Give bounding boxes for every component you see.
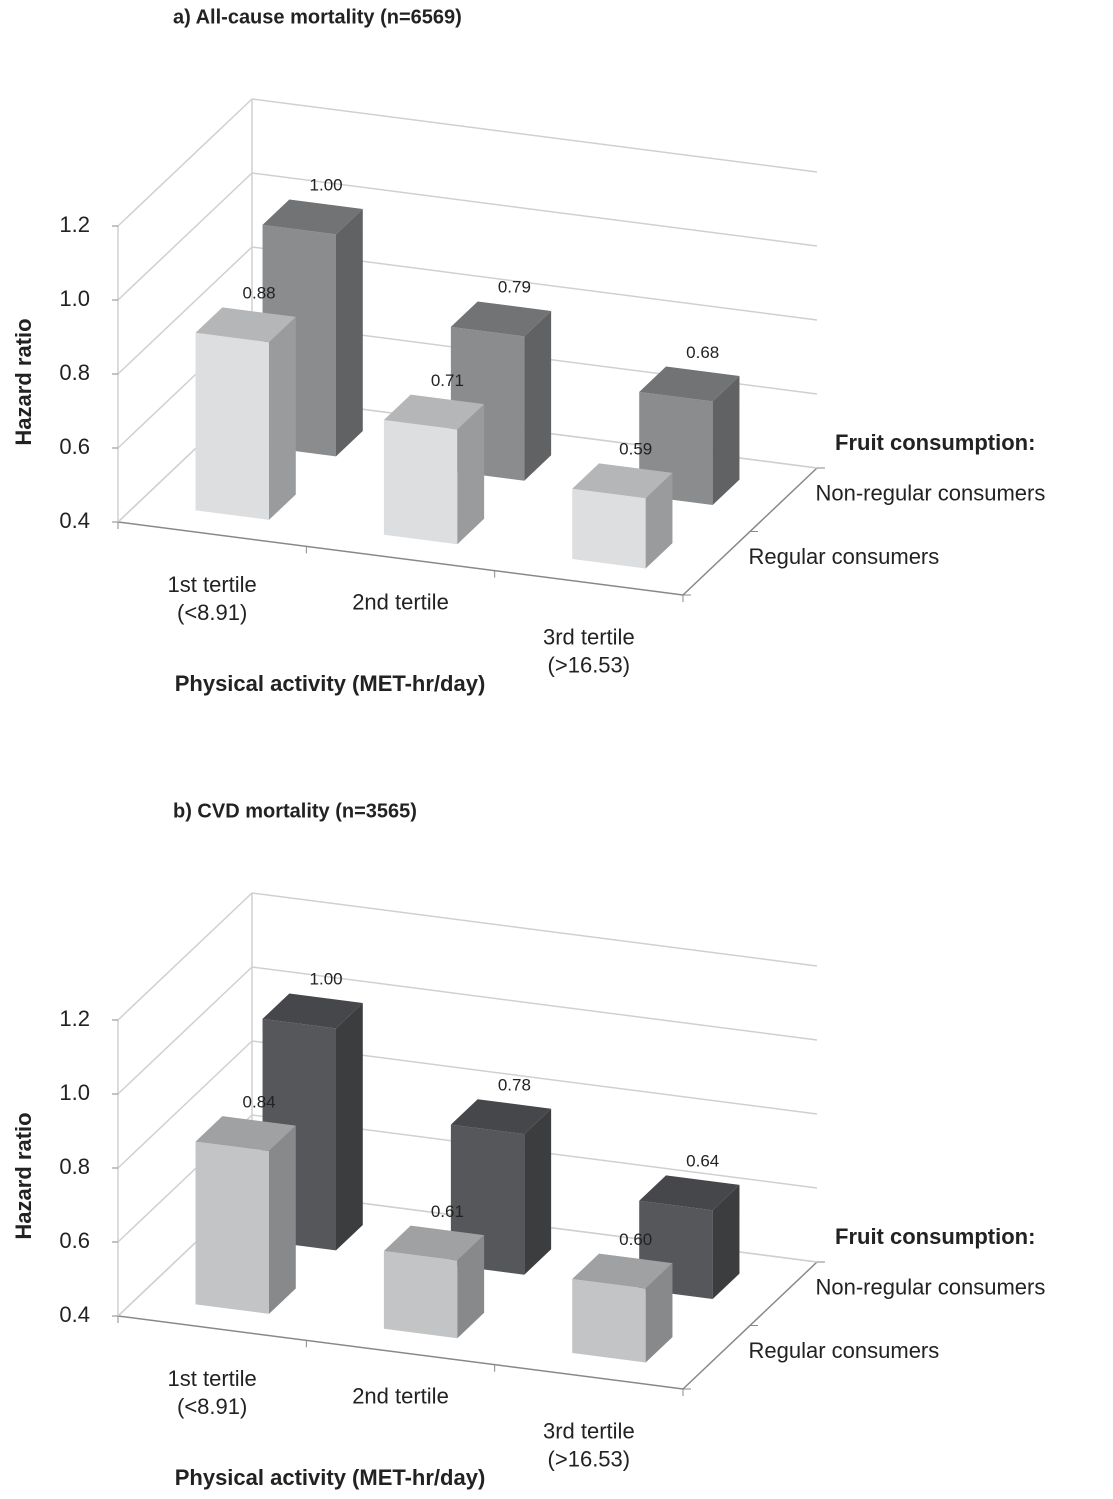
grid-line: [117, 98, 818, 227]
bar-front: [383, 420, 458, 545]
bar-top: [262, 993, 363, 1029]
bar-front: [195, 332, 269, 520]
bar-side: [268, 1125, 296, 1314]
y-axis-title: Hazard ratio: [11, 318, 36, 445]
legend-title: Fruit consumption:: [835, 1224, 1035, 1249]
bar-top: [383, 394, 485, 430]
value-label: 0.59: [619, 440, 652, 459]
value-label: 1.00: [310, 176, 343, 195]
bar-front: [195, 1141, 269, 1314]
x-tick-label: 1st tertile: [168, 1366, 257, 1391]
x-axis-title: Physical activity (MET-hr/day): [175, 1465, 486, 1490]
value-label: 1.00: [310, 970, 343, 989]
grid-line: [117, 892, 818, 1021]
x-tick-label: 2nd tertile: [352, 1383, 449, 1408]
bar-side: [524, 1108, 552, 1275]
grid-line: [117, 246, 818, 375]
bar-top: [383, 1225, 485, 1261]
x-tick-label: 1st tertile: [168, 572, 257, 597]
grid-line: [117, 1040, 818, 1169]
bar-side: [457, 404, 485, 545]
y-tick-label: 1.2: [59, 212, 90, 237]
x-tick-label: (<8.91): [177, 600, 247, 625]
bar-top: [450, 301, 552, 337]
chart-title: a) All-cause mortality (n=6569): [173, 6, 462, 28]
value-label: 0.84: [243, 1092, 276, 1111]
chart-panel: a) All-cause mortality (n=6569) 0.4 0.6 0.8…: [11, 6, 1046, 696]
y-tick-label: 1.2: [59, 1006, 90, 1031]
x-axis-title: Physical activity (MET-hr/day): [175, 671, 486, 696]
bar-top: [639, 1175, 740, 1211]
grid-line: [117, 1114, 818, 1243]
bar-side: [712, 1184, 740, 1300]
legend-label: Regular consumers: [749, 544, 940, 569]
bar-front: [572, 1279, 646, 1363]
value-label: 0.78: [498, 1075, 531, 1094]
value-label: 0.88: [243, 284, 276, 303]
value-label: 0.71: [431, 371, 464, 390]
axis-line: [117, 521, 684, 596]
value-label: 0.61: [431, 1202, 464, 1221]
y-tick-label: 0.8: [59, 1154, 90, 1179]
y-tick-label: 0.4: [59, 508, 90, 533]
y-tick-label: 0.8: [59, 360, 90, 385]
y-tick-label: 0.6: [59, 434, 90, 459]
bar-top: [262, 199, 363, 235]
axis-line: [117, 1315, 684, 1390]
x-tick-label: (>16.53): [548, 653, 631, 678]
y-axis-title: Hazard ratio: [11, 1112, 36, 1239]
chart-panel: b) CVD mortality (n=3565) 0.4 0.6 0.8 1.0 1.2…: [11, 800, 1046, 1490]
bar-side: [645, 1263, 673, 1363]
grid-line: [117, 172, 818, 301]
x-tick-label: (>16.53): [548, 1447, 631, 1472]
bar-side: [712, 376, 740, 506]
bar-top: [639, 366, 740, 402]
y-tick-label: 0.4: [59, 1302, 90, 1327]
x-tick-label: 2nd tertile: [352, 589, 449, 614]
value-label: 0.60: [619, 1230, 652, 1249]
bar-top: [450, 1099, 552, 1135]
value-label: 0.79: [498, 278, 531, 297]
bar-top: [195, 307, 296, 343]
x-tick-label: 3rd tertile: [543, 1419, 635, 1444]
y-tick-label: 1.0: [59, 286, 90, 311]
bar-front: [383, 1251, 458, 1339]
y-tick-label: 0.6: [59, 1228, 90, 1253]
x-tick-label: (<8.91): [177, 1394, 247, 1419]
legend-label: Non-regular consumers: [816, 481, 1046, 506]
bar-top: [195, 1116, 296, 1152]
bar-side: [457, 1235, 485, 1339]
bar-side: [645, 472, 673, 569]
bar-side: [335, 1002, 363, 1251]
grid-line: [117, 966, 818, 1095]
value-label: 0.68: [686, 343, 719, 362]
legend-label: Non-regular consumers: [816, 1275, 1046, 1300]
bar-side: [524, 310, 552, 481]
legend-title: Fruit consumption:: [835, 430, 1035, 455]
legend-label: Regular consumers: [749, 1338, 940, 1363]
chart-title: b) CVD mortality (n=3565): [173, 800, 417, 822]
x-tick-label: 3rd tertile: [543, 625, 635, 650]
bar-top: [572, 1253, 673, 1289]
bar-top: [572, 463, 673, 499]
bar-side: [335, 208, 363, 457]
bar-side: [268, 316, 296, 520]
bar-front: [572, 488, 646, 569]
value-label: 0.64: [686, 1152, 719, 1171]
y-tick-label: 1.0: [59, 1080, 90, 1105]
